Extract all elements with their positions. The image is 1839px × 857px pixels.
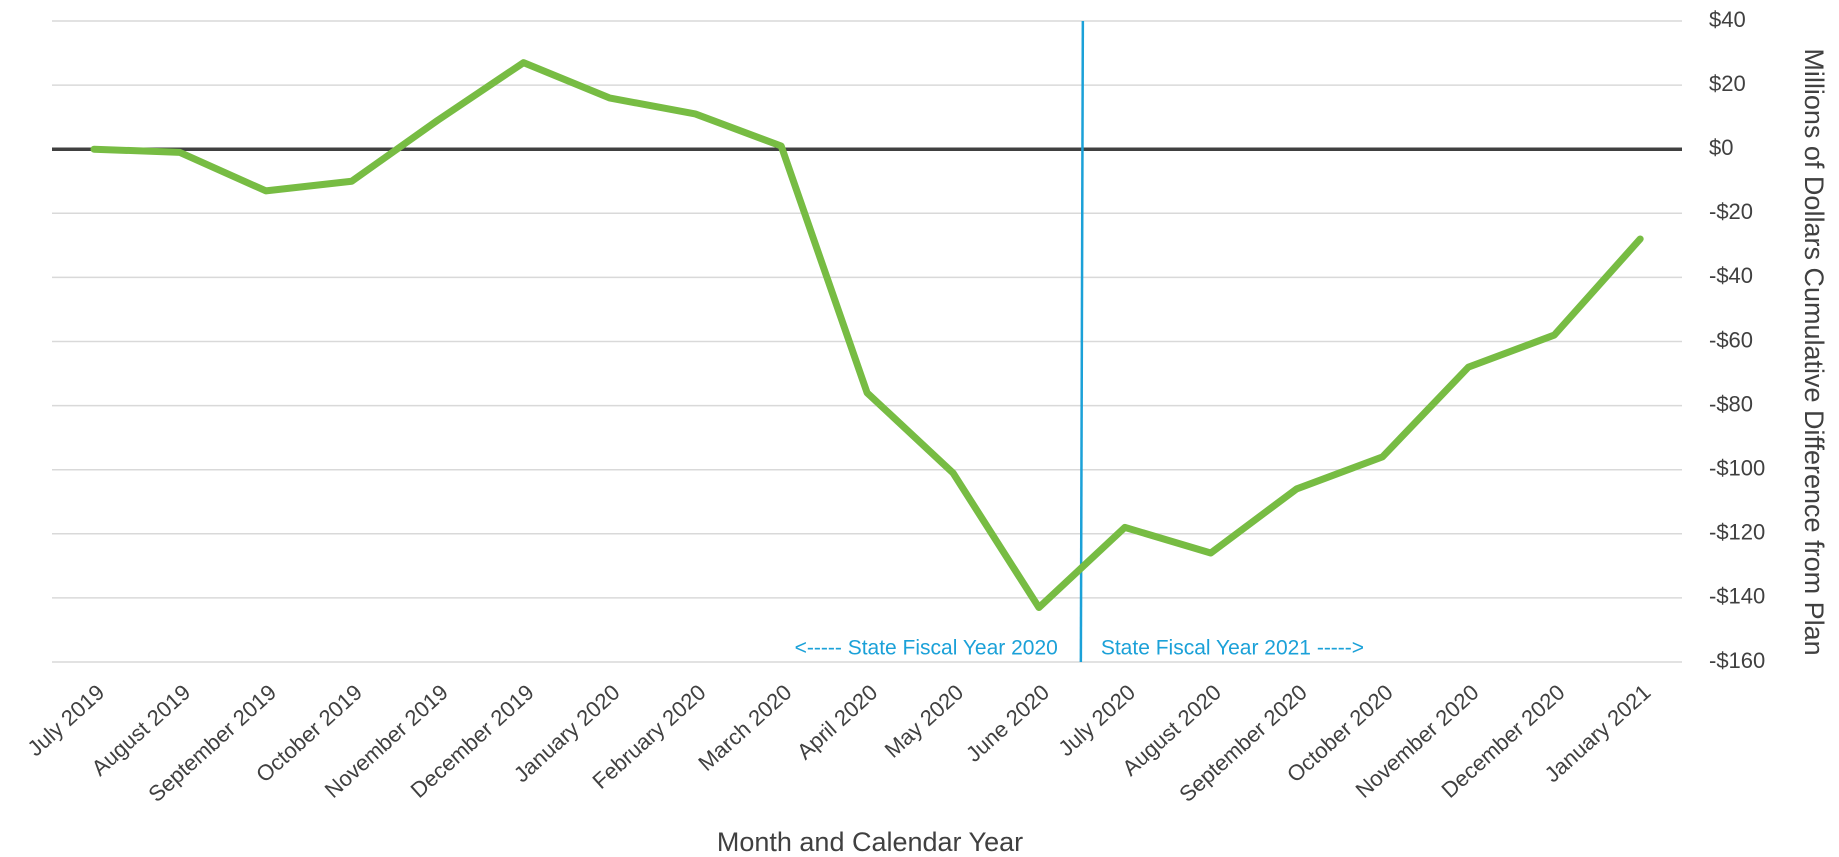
y-axis-label: Millions of Dollars Cumulative Differenc…	[1799, 48, 1829, 655]
x-tick-label: May 2020	[880, 679, 969, 762]
annotation: <----- State Fiscal Year 2020	[795, 637, 1058, 660]
y-tick-label: -$120	[1709, 520, 1765, 545]
annotation: State Fiscal Year 2021 ----->	[1101, 637, 1364, 660]
x-tick-label: July 2019	[23, 679, 110, 761]
y-tick-label: $20	[1709, 71, 1746, 96]
y-tick-label: -$160	[1709, 648, 1765, 673]
x-tick-label: March 2020	[693, 679, 796, 775]
y-tick-label: $40	[1709, 7, 1746, 32]
y-tick-label: -$80	[1709, 391, 1753, 416]
data-line	[90, 59, 1644, 612]
y-tick-label: -$40	[1709, 263, 1753, 288]
y-tick-label: -$100	[1709, 456, 1765, 481]
x-axis-label: Month and Calendar Year	[717, 827, 1023, 857]
x-tick-label: July 2020	[1053, 679, 1140, 761]
x-tick-label: June 2020	[961, 679, 1054, 766]
fiscal-divider	[1079, 20, 1085, 663]
y-tick-label: -$60	[1709, 327, 1753, 352]
x-tick-label: April 2020	[792, 679, 882, 764]
y-tick-label: -$140	[1709, 584, 1765, 609]
y-tick-label: $0	[1709, 135, 1733, 160]
y-tick-label: -$20	[1709, 199, 1753, 224]
